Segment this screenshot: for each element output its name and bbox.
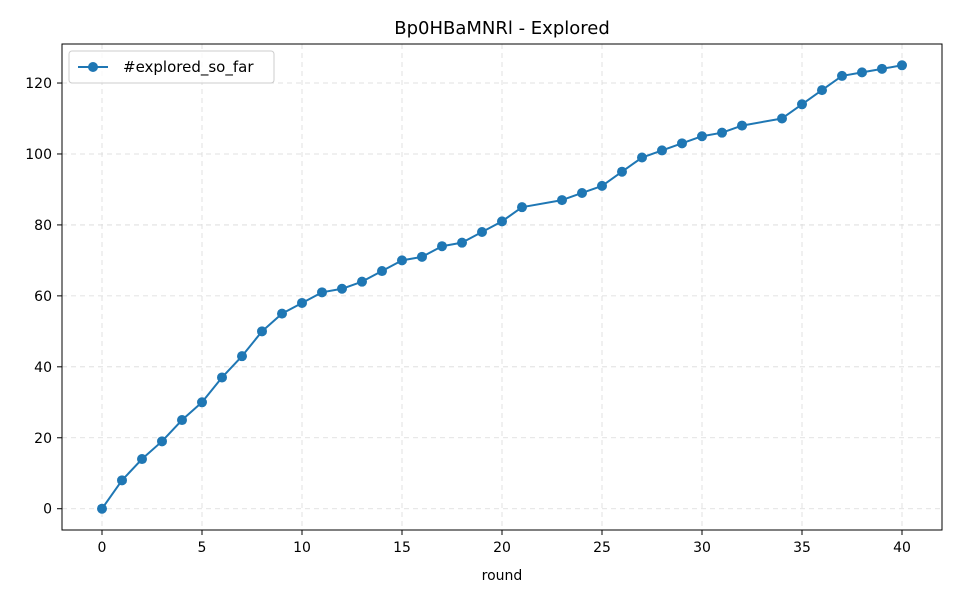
data-point	[177, 415, 187, 426]
data-point	[597, 180, 607, 191]
legend: #explored_so_far	[68, 50, 275, 84]
data-point	[837, 70, 847, 81]
data-point	[677, 138, 687, 149]
y-tick-label: 0	[43, 502, 52, 518]
legend-point-marker	[88, 62, 98, 72]
data-point	[337, 283, 347, 294]
x-tick-label: 30	[693, 540, 711, 556]
data-point	[577, 187, 587, 198]
data-point	[97, 503, 107, 514]
grid	[62, 44, 942, 530]
data-point	[897, 60, 907, 71]
x-tick-label: 5	[198, 540, 207, 556]
data-point	[197, 397, 207, 408]
data-point	[417, 251, 427, 262]
data-point	[637, 152, 647, 163]
data-point	[357, 276, 367, 287]
x-tick-label: 20	[493, 540, 511, 556]
y-tick-label: 100	[25, 147, 52, 163]
data-point	[697, 131, 707, 142]
data-point	[317, 287, 327, 298]
data-point	[517, 202, 527, 213]
data-point	[797, 99, 807, 110]
data-point	[257, 326, 267, 337]
data-point	[857, 67, 867, 78]
data-point	[277, 308, 287, 319]
y-tick-label: 120	[25, 76, 52, 92]
data-point	[377, 266, 387, 277]
x-tick-label: 10	[293, 540, 311, 556]
data-point	[457, 237, 467, 248]
x-axis: 0 5 10 15 20 25 30 35 40	[98, 530, 911, 556]
y-axis: 0 20 40 60 80 100 120	[25, 76, 62, 518]
x-tick-label: 35	[793, 540, 811, 556]
legend-label: #explored_so_far	[123, 58, 254, 77]
data-point	[117, 475, 127, 486]
x-axis-label: round	[482, 568, 523, 584]
data-point	[877, 63, 887, 74]
data-point	[237, 351, 247, 362]
data-point	[817, 85, 827, 96]
data-point	[657, 145, 667, 156]
x-tick-label: 15	[393, 540, 411, 556]
x-tick-label: 25	[593, 540, 611, 556]
data-point	[737, 120, 747, 131]
y-tick-label: 20	[34, 431, 52, 447]
series-layer	[97, 60, 907, 514]
data-point	[497, 216, 507, 227]
legend-box	[68, 50, 275, 84]
data-point	[777, 113, 787, 124]
y-tick-label: 40	[34, 360, 52, 376]
data-point	[717, 127, 727, 138]
data-point	[617, 166, 627, 177]
x-tick-label: 40	[893, 540, 911, 556]
data-point	[157, 436, 167, 447]
data-point	[297, 297, 307, 308]
data-point	[557, 195, 567, 206]
data-point	[217, 372, 227, 383]
y-tick-label: 60	[34, 289, 52, 305]
data-point	[437, 241, 447, 252]
data-point	[137, 454, 147, 465]
chart-title: Bp0HBaMNRl - Explored	[394, 18, 610, 39]
y-tick-label: 80	[34, 218, 52, 234]
data-point	[397, 255, 407, 266]
data-point	[477, 227, 487, 238]
x-tick-label: 0	[98, 540, 107, 556]
